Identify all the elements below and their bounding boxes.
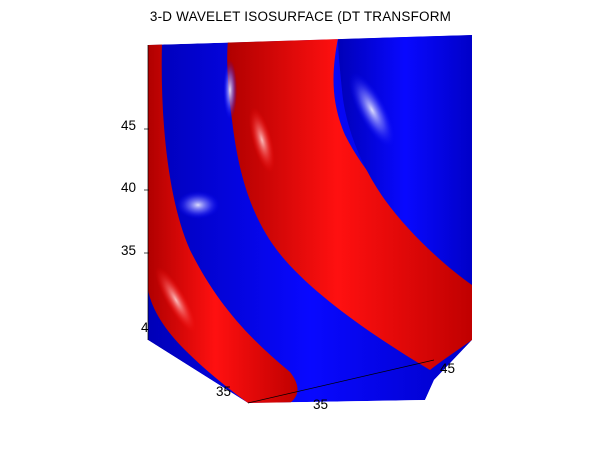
- chart-title: 3-D WAVELET ISOSURFACE (DT TRANSFORM: [149, 9, 452, 24]
- partial-tick-label-left: 4: [141, 320, 149, 335]
- y-tick-label-35: 35: [216, 384, 232, 399]
- partial-tick-label-right: 45: [440, 361, 456, 376]
- z-tick-label-35: 35: [121, 243, 137, 258]
- x-tick-label-35: 35: [313, 397, 329, 412]
- surface-red-arc: [227, 38, 472, 370]
- x-axis-line: [247, 359, 435, 404]
- z-tick-label-40: 40: [121, 180, 137, 195]
- z-tick-label-45: 45: [121, 118, 137, 133]
